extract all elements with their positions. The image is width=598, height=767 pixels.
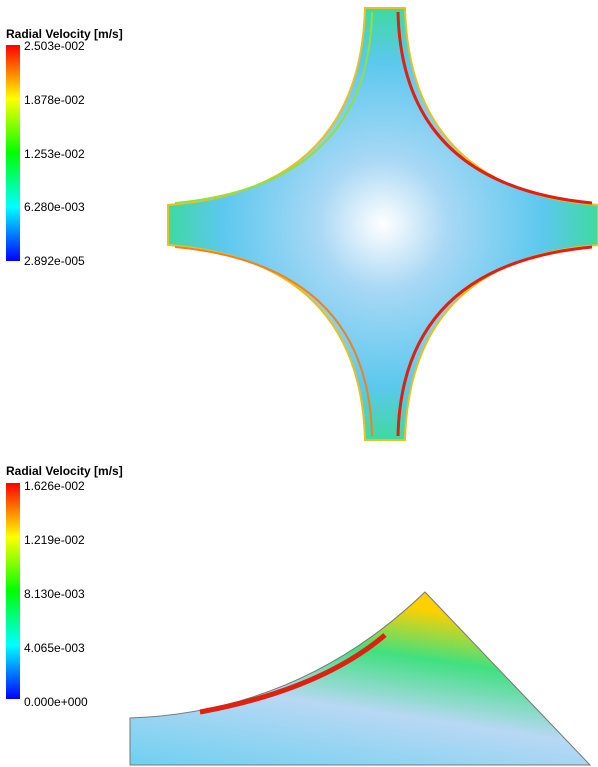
legend-label: 2.503e-002 [24, 39, 85, 53]
figure: Radial Velocity [m/s] 2.503e-002 1.878e-… [0, 0, 598, 767]
legend-label: 2.892e-005 [24, 254, 85, 268]
star-domain [168, 8, 598, 440]
legend-title: Radial Velocity [m/s] [6, 464, 123, 478]
legend-label: 1.253e-002 [24, 147, 85, 161]
legend-label: 1.878e-002 [24, 93, 85, 107]
triangle-domain [130, 592, 590, 765]
legend-label: 4.065e-003 [24, 641, 85, 655]
legend-label: 6.280e-003 [24, 200, 85, 214]
legend-label: 0.000e+000 [24, 695, 88, 709]
star-plot [168, 8, 598, 440]
legend-top: Radial Velocity [m/s] 2.503e-002 1.878e-… [6, 27, 123, 268]
legend-label: 1.626e-002 [24, 479, 85, 493]
legend-bottom: Radial Velocity [m/s] 1.626e-002 1.219e-… [6, 464, 123, 709]
color-bar [6, 45, 20, 261]
legend-label: 1.219e-002 [24, 533, 85, 547]
color-bar [6, 483, 20, 699]
legend-label: 8.130e-003 [24, 587, 85, 601]
triangle-plot [130, 592, 590, 765]
